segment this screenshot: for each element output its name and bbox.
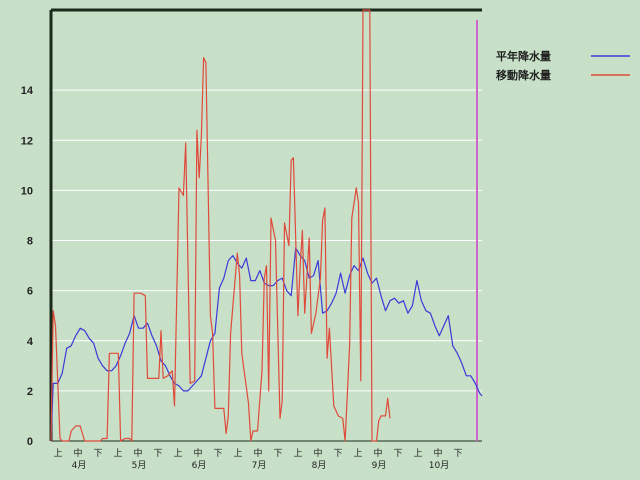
x-period-label: 下 [393,449,402,459]
y-tick-label: 4 [27,336,34,348]
x-period-label: 上 [413,448,422,459]
x-month-label: 8月 [312,460,327,471]
x-period-label: 中 [193,447,202,459]
tick-labels: 02468101214上中下上中下上中下上中下上中下上中下上中下4月 5月 6月 7月… [21,85,463,471]
axes [49,8,482,442]
x-period-label: 下 [93,449,102,459]
x-month-label: 10月 [429,460,449,471]
x-period-label: 中 [133,447,142,459]
x-month-label: 7月 [252,460,267,471]
x-period-label: 中 [373,447,382,459]
y-tick-label: 10 [21,185,33,197]
series-line-2 [50,9,391,442]
x-period-label: 上 [53,448,62,459]
x-period-label: 下 [153,449,162,459]
grid-lines [51,89,482,392]
y-tick-label: 6 [27,286,33,298]
x-month-label: 5月 [132,460,147,471]
x-period-label: 中 [313,447,322,459]
series-lines [50,9,483,442]
x-period-label: 上 [233,448,242,459]
y-tick-label: 14 [21,85,34,97]
legend-label: 平年降水量 [496,49,551,63]
x-period-label: 下 [453,449,462,459]
x-period-label: 上 [113,448,122,459]
x-period-label: 中 [433,447,442,459]
series-line-1 [50,247,483,442]
x-period-label: 下 [213,449,222,459]
x-period-label: 上 [173,448,182,459]
y-tick-label: 2 [27,386,33,398]
x-month-label: 4月 [72,460,87,471]
y-tick-label: 12 [21,135,33,147]
y-tick-label: 0 [27,436,33,448]
x-period-label: 下 [333,449,342,459]
x-period-label: 中 [73,447,82,459]
x-period-label: 下 [273,449,282,459]
legend-label: 移動降水量 [496,68,551,82]
x-period-label: 上 [293,448,302,459]
x-month-label: 6月 [192,460,207,471]
y-tick-label: 8 [27,236,33,248]
x-period-label: 中 [253,447,262,459]
x-month-label: 9月 [372,460,387,471]
x-period-label: 上 [353,448,362,459]
